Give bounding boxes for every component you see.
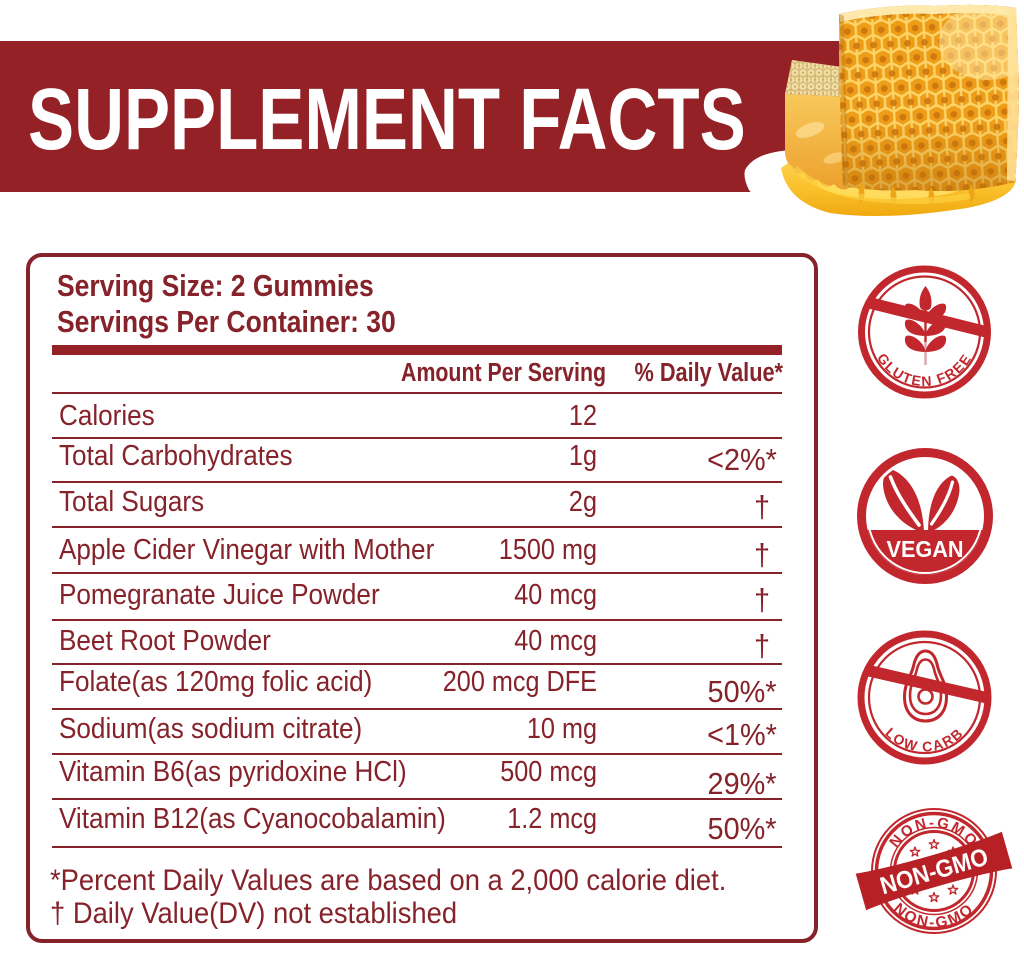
svg-text:VEGAN: VEGAN — [887, 536, 964, 562]
svg-text:NON-GMO: NON-GMO — [890, 900, 978, 932]
